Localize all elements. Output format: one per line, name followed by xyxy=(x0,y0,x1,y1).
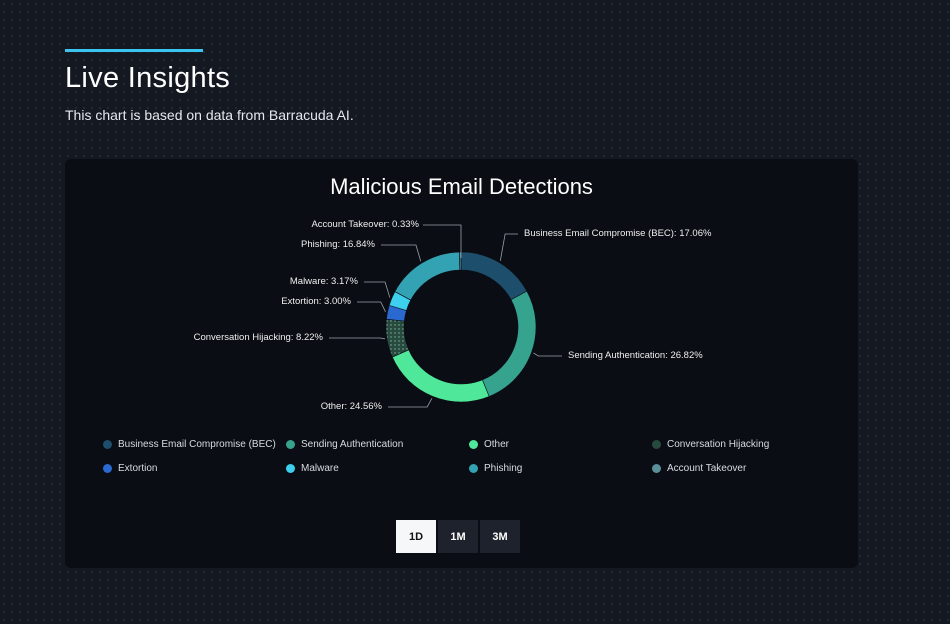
legend-label: Phishing xyxy=(484,463,523,474)
legend-label: Extortion xyxy=(118,463,158,474)
chart-card: Malicious Email Detections Business Emai… xyxy=(65,159,858,568)
legend-swatch xyxy=(469,464,478,473)
donut-slice[interactable] xyxy=(460,251,528,301)
slice-label: Business Email Compromise (BEC): 17.06% xyxy=(524,228,712,239)
donut-slice[interactable] xyxy=(385,318,410,358)
leader-line xyxy=(499,233,518,261)
range-button-3m[interactable]: 3M xyxy=(480,520,520,553)
donut-slice[interactable] xyxy=(391,349,490,403)
page-title: Live Insights xyxy=(65,62,231,94)
legend-item[interactable]: Malware xyxy=(286,463,469,474)
range-selector: 1D 1M 3M xyxy=(396,520,520,553)
donut-chart xyxy=(329,224,562,408)
chart-title: Malicious Email Detections xyxy=(330,174,593,199)
legend-label: Malware xyxy=(301,463,339,474)
legend-item[interactable]: Account Takeover xyxy=(652,463,835,474)
legend-swatch xyxy=(652,464,661,473)
range-button-1m[interactable]: 1M xyxy=(438,520,478,553)
legend-label: Other xyxy=(484,439,510,450)
leader-line xyxy=(364,281,391,298)
page-subtitle: This chart is based on data from Barracu… xyxy=(65,107,354,123)
leader-line xyxy=(381,244,422,262)
leader-line xyxy=(423,224,462,258)
legend-swatch xyxy=(469,440,478,449)
range-button-1d[interactable]: 1D xyxy=(396,520,436,553)
legend-swatch xyxy=(286,464,295,473)
legend-label: Sending Authentication xyxy=(301,439,404,450)
legend-swatch xyxy=(103,464,112,473)
accent-bar xyxy=(65,49,203,52)
leader-line xyxy=(329,337,385,340)
donut-slice[interactable] xyxy=(394,251,461,301)
legend-item[interactable]: Other xyxy=(469,439,652,450)
legend-swatch xyxy=(652,440,661,449)
leader-line xyxy=(388,398,433,408)
legend-label: Business Email Compromise (BEC) xyxy=(118,439,276,450)
leader-line xyxy=(357,301,386,312)
legend-swatch xyxy=(103,440,112,449)
legend-item[interactable]: Business Email Compromise (BEC) xyxy=(103,439,286,450)
legend-label: Conversation Hijacking xyxy=(667,439,770,450)
legend-swatch xyxy=(286,440,295,449)
legend-item[interactable]: Sending Authentication xyxy=(286,439,469,450)
leader-line xyxy=(533,352,562,357)
legend-label: Account Takeover xyxy=(667,463,747,474)
slice-label: Conversation Hijacking: 8.22% xyxy=(193,332,323,343)
slice-label: Phishing: 16.84% xyxy=(301,239,375,250)
donut-slice[interactable] xyxy=(481,290,537,397)
slice-label: Account Takeover: 0.33% xyxy=(311,219,419,230)
slice-label: Extortion: 3.00% xyxy=(281,296,351,307)
slice-label: Sending Authentication: 26.82% xyxy=(568,350,703,361)
slice-label: Malware: 3.17% xyxy=(289,276,358,287)
legend-item[interactable]: Conversation Hijacking xyxy=(652,439,835,450)
slice-label: Other: 24.56% xyxy=(320,401,382,412)
legend-item[interactable]: Extortion xyxy=(103,463,286,474)
legend-item[interactable]: Phishing xyxy=(469,463,652,474)
chart-legend: Business Email Compromise (BEC) Sending A… xyxy=(103,439,823,474)
